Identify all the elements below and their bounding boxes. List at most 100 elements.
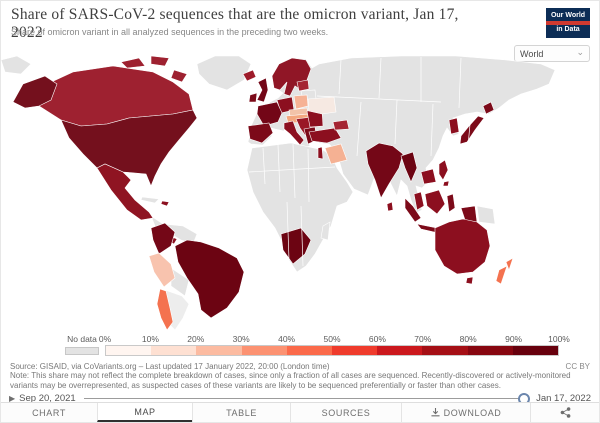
- country-new-zealand-south[interactable]: [495, 265, 508, 285]
- country-ireland[interactable]: [248, 92, 258, 103]
- legend-tick: 60%: [368, 334, 386, 344]
- country-japan-hokkaido[interactable]: [482, 101, 495, 115]
- owid-logo-stripe: [546, 21, 590, 25]
- tab-chart-label: CHART: [32, 407, 66, 418]
- share-icon: [560, 407, 570, 418]
- world-map: [1, 55, 599, 333]
- country-peru[interactable]: [148, 252, 176, 288]
- tab-sources[interactable]: SOURCES: [290, 403, 401, 422]
- country-chile[interactable]: [156, 288, 174, 331]
- country-madagascar[interactable]: [320, 221, 331, 241]
- share-button[interactable]: [530, 403, 599, 422]
- country-canada-arctic1[interactable]: [120, 57, 146, 69]
- region-sumatra[interactable]: [404, 197, 422, 223]
- source-line: Source: GISAID, via CoVariants.org – Las…: [10, 362, 330, 371]
- timeline-start-date: Sep 20, 2021: [19, 392, 76, 404]
- legend-tick: 80%: [459, 334, 477, 344]
- country-turkey[interactable]: [308, 127, 342, 144]
- legend-bin-30-40[interactable]: [241, 346, 287, 355]
- tab-table[interactable]: TABLE: [192, 403, 290, 422]
- tab-download-label: DOWNLOAD: [443, 407, 502, 418]
- tab-table-label: TABLE: [226, 407, 257, 418]
- country-mexico[interactable]: [96, 163, 154, 221]
- country-chukotka[interactable]: [1, 55, 32, 75]
- legend-bin-40-50[interactable]: [286, 346, 333, 355]
- legend-ticks: 0% 10% 20% 30% 40% 50% 60% 70% 80% 90% 1…: [99, 334, 570, 345]
- legend-bin-70-80[interactable]: [422, 346, 468, 355]
- play-icon[interactable]: ▶: [9, 393, 16, 403]
- country-new-zealand-north[interactable]: [505, 257, 514, 271]
- owid-logo[interactable]: Our World in Data: [546, 8, 590, 38]
- tab-bar: CHART MAP TABLE SOURCES DOWNLOAD: [1, 402, 599, 422]
- region-bangladesh-myanmar[interactable]: [400, 151, 418, 183]
- country-uk[interactable]: [256, 77, 269, 103]
- tab-map[interactable]: MAP: [97, 403, 192, 422]
- country-poland[interactable]: [293, 94, 309, 110]
- country-italy[interactable]: [283, 120, 305, 146]
- timeline-track[interactable]: [83, 392, 531, 405]
- tab-chart[interactable]: CHART: [1, 403, 97, 422]
- timeline-end-date: Jan 17, 2022: [536, 392, 591, 404]
- legend-bin-0-10[interactable]: [106, 346, 152, 355]
- legend-no-data-swatch: [65, 347, 99, 355]
- legend-bin-90-100[interactable]: [512, 346, 559, 355]
- tab-download[interactable]: DOWNLOAD: [401, 403, 530, 422]
- legend-tick: 90%: [505, 334, 523, 344]
- country-france[interactable]: [256, 101, 283, 127]
- country-greenland[interactable]: [196, 55, 252, 91]
- region-borneo[interactable]: [424, 189, 446, 215]
- region-select-dropdown[interactable]: World ⌄: [514, 45, 590, 62]
- country-australia[interactable]: [434, 218, 491, 275]
- page-subtitle: Share of omicron variant in all analyzed…: [11, 27, 329, 37]
- legend-tick: 100%: [548, 334, 570, 344]
- legend-tick: 30%: [232, 334, 250, 344]
- country-cambodia[interactable]: [420, 168, 437, 185]
- country-israel[interactable]: [317, 146, 324, 160]
- legend-bar: 0% 10% 20% 30% 40% 50% 60% 70% 80% 90% 1…: [99, 334, 570, 356]
- country-philippines-south[interactable]: [442, 180, 450, 187]
- license-link[interactable]: CC BY: [565, 362, 590, 371]
- country-japan-honshu[interactable]: [459, 115, 485, 145]
- country-borders-overlay: [248, 57, 472, 267]
- country-alaska[interactable]: [12, 75, 58, 109]
- download-icon: [431, 408, 440, 417]
- country-ukraine[interactable]: [307, 96, 337, 115]
- legend-no-data[interactable]: No data: [65, 334, 99, 355]
- country-brazil[interactable]: [174, 239, 245, 319]
- legend-bin-80-90[interactable]: [467, 346, 513, 355]
- country-colombia[interactable]: [150, 222, 176, 255]
- country-iraq[interactable]: [324, 143, 348, 165]
- legend-color-bar: [105, 345, 559, 356]
- country-hispaniola[interactable]: [160, 200, 170, 207]
- country-iceland[interactable]: [242, 69, 257, 82]
- country-malaysia[interactable]: [413, 191, 425, 211]
- owid-logo-line1: Our World: [550, 11, 586, 19]
- legend-tick: 20%: [187, 334, 205, 344]
- country-south-korea[interactable]: [448, 117, 460, 135]
- region-sulawesi[interactable]: [446, 193, 456, 213]
- owid-logo-line2: in Data: [556, 26, 580, 33]
- country-papua-new-guinea[interactable]: [476, 205, 496, 225]
- country-canada-arctic2[interactable]: [150, 55, 170, 67]
- region-select-value: World: [520, 48, 544, 59]
- legend-tick: 0%: [98, 334, 112, 344]
- region-baltics[interactable]: [296, 79, 310, 92]
- legend-tick: 50%: [323, 334, 341, 344]
- country-tasmania[interactable]: [465, 276, 474, 285]
- country-sri-lanka[interactable]: [386, 201, 394, 212]
- region-caucasus[interactable]: [332, 119, 350, 131]
- tab-sources-label: SOURCES: [321, 407, 371, 418]
- country-philippines[interactable]: [438, 159, 449, 181]
- country-cuba[interactable]: [140, 196, 160, 204]
- legend-no-data-label: No data: [67, 334, 97, 344]
- legend-bin-20-30[interactable]: [196, 346, 242, 355]
- region-iberia[interactable]: [247, 122, 274, 144]
- legend-bin-10-20[interactable]: [151, 346, 197, 355]
- legend-bin-60-70[interactable]: [377, 346, 423, 355]
- tab-map-label: MAP: [134, 406, 156, 417]
- legend-bin-50-60[interactable]: [332, 346, 378, 355]
- legend-tick: 70%: [414, 334, 432, 344]
- country-canada-arctic3[interactable]: [170, 69, 188, 83]
- country-india[interactable]: [365, 142, 404, 199]
